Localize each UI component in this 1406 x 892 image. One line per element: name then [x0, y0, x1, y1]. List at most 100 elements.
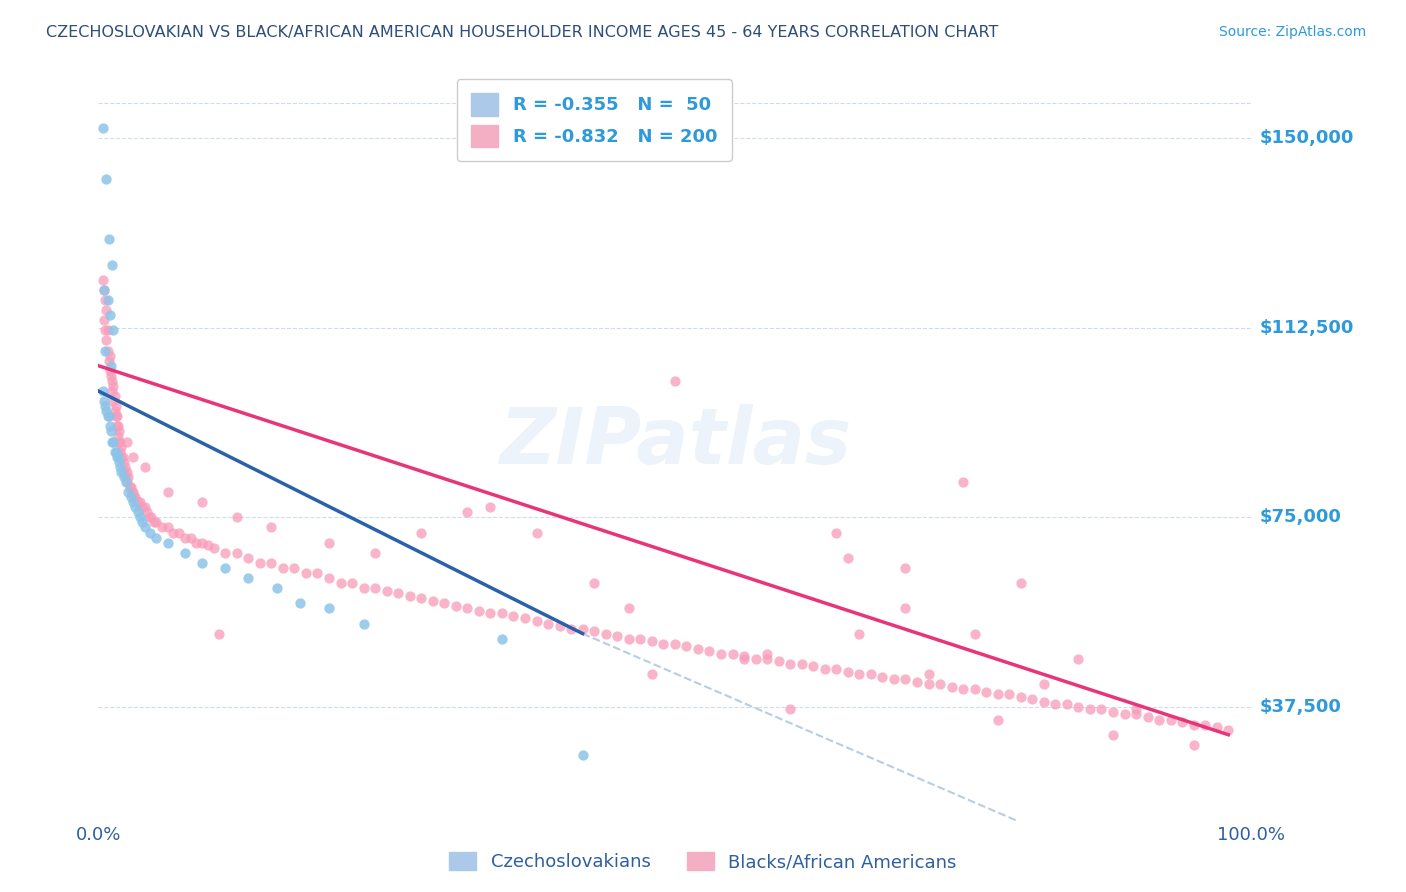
Point [1010, 690, 1032, 704]
Point [97, 323, 120, 337]
Point [124, 500, 146, 515]
Point [138, 510, 160, 524]
Point [987, 713, 1010, 727]
Text: ZIPatlas: ZIPatlas [499, 403, 851, 480]
Point [411, 591, 433, 606]
Point [117, 485, 139, 500]
Point [100, 425, 122, 439]
Text: CZECHOSLOVAKIAN VS BLACK/AFRICAN AMERICAN HOUSEHOLDER INCOME AGES 45 - 64 YEARS : CZECHOSLOVAKIAN VS BLACK/AFRICAN AMERICA… [46, 25, 998, 40]
Legend: Czechoslovakians, Blacks/African Americans: Czechoslovakians, Blacks/African America… [441, 845, 965, 879]
Point [491, 607, 513, 621]
Point [848, 667, 870, 681]
Point [98, 308, 121, 322]
Point [225, 510, 247, 524]
Point [110, 444, 132, 458]
Point [115, 470, 138, 484]
Point [641, 667, 664, 681]
Point [156, 535, 179, 549]
Point [652, 637, 675, 651]
Point [1171, 715, 1194, 730]
Point [103, 404, 125, 418]
Point [905, 674, 928, 689]
Point [191, 495, 214, 509]
Point [411, 525, 433, 540]
Point [1218, 723, 1240, 737]
Point [100, 368, 122, 383]
Point [375, 583, 398, 598]
Point [101, 258, 124, 272]
Point [174, 531, 197, 545]
Point [479, 607, 502, 621]
Point [93, 283, 115, 297]
Point [513, 611, 536, 625]
Point [617, 632, 640, 646]
Point [917, 667, 939, 681]
Point [721, 647, 744, 661]
Point [468, 604, 491, 618]
Point [103, 379, 125, 393]
Point [110, 465, 132, 479]
Point [894, 561, 917, 575]
Point [112, 465, 135, 479]
Point [150, 520, 173, 534]
Text: $75,000: $75,000 [1260, 508, 1341, 526]
Point [104, 399, 127, 413]
Point [174, 546, 197, 560]
Point [260, 556, 283, 570]
Point [97, 409, 120, 424]
Point [1205, 720, 1227, 734]
Point [97, 232, 120, 246]
Point [93, 394, 115, 409]
Legend: R = -0.355   N =  50, R = -0.832   N = 200: R = -0.355 N = 50, R = -0.832 N = 200 [457, 79, 731, 161]
Point [583, 576, 606, 591]
Point [963, 682, 986, 697]
Point [93, 313, 115, 327]
Text: $150,000: $150,000 [1260, 129, 1354, 147]
Point [1021, 692, 1043, 706]
Point [479, 500, 502, 515]
Point [108, 455, 131, 469]
Point [1102, 728, 1125, 742]
Point [1147, 713, 1170, 727]
Point [122, 450, 145, 464]
Text: Source: ZipAtlas.com: Source: ZipAtlas.com [1219, 25, 1367, 39]
Point [859, 667, 882, 681]
Point [526, 525, 548, 540]
Point [1056, 698, 1078, 712]
Text: $37,500: $37,500 [1260, 698, 1341, 716]
Point [974, 685, 997, 699]
Point [107, 419, 129, 434]
Point [422, 594, 444, 608]
Point [98, 364, 121, 378]
Point [491, 632, 513, 646]
Point [917, 677, 939, 691]
Point [101, 374, 124, 388]
Point [112, 470, 135, 484]
Point [96, 171, 118, 186]
Point [883, 672, 905, 686]
Point [120, 490, 142, 504]
Point [107, 429, 129, 443]
Point [894, 601, 917, 615]
Point [156, 485, 179, 500]
Point [98, 419, 121, 434]
Point [733, 652, 755, 666]
Point [1032, 677, 1054, 691]
Point [779, 657, 801, 671]
Point [710, 647, 733, 661]
Point [1067, 652, 1090, 666]
Point [537, 616, 560, 631]
Point [115, 475, 138, 489]
Point [129, 510, 152, 524]
Point [93, 283, 115, 297]
Point [249, 556, 271, 570]
Point [94, 399, 117, 413]
Point [641, 634, 664, 648]
Point [110, 434, 132, 449]
Point [295, 566, 318, 580]
Point [894, 672, 917, 686]
Point [103, 394, 125, 409]
Point [142, 516, 165, 530]
Point [1102, 705, 1125, 719]
Point [1125, 702, 1147, 716]
